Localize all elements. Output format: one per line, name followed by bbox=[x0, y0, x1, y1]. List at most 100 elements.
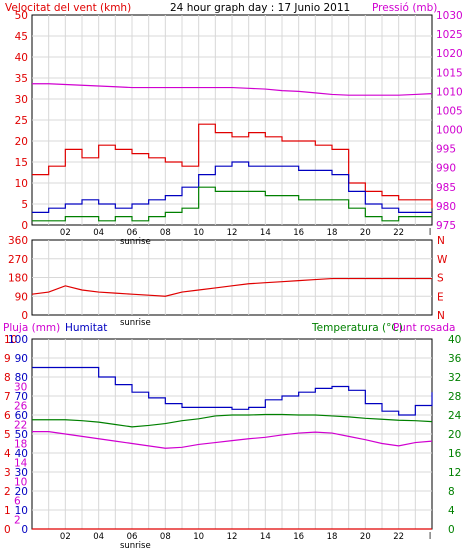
compass-tick: W bbox=[437, 254, 448, 266]
hour-tick: 12 bbox=[227, 532, 238, 542]
pressure-label: Pressió (mb) bbox=[372, 2, 437, 14]
humidity-tick: 40 bbox=[15, 448, 28, 460]
wind-avg-line bbox=[32, 161, 432, 213]
hour-tick: 06 bbox=[127, 532, 138, 542]
hour-tick: 08 bbox=[160, 228, 171, 238]
series-group bbox=[31, 83, 433, 530]
temp-right-tick: 0 bbox=[448, 524, 455, 536]
pressure-tick: 1030 bbox=[436, 10, 463, 22]
hour-tick: 18 bbox=[327, 532, 338, 542]
temp-right-tick: 28 bbox=[448, 391, 461, 403]
direction-tick: 180 bbox=[8, 273, 28, 285]
pressure-tick: 990 bbox=[436, 163, 456, 175]
direction-tick: 90 bbox=[15, 291, 28, 303]
wind-tick: 35 bbox=[15, 73, 28, 85]
hour-tick: 14 bbox=[260, 228, 271, 238]
compass-tick: N bbox=[437, 310, 445, 322]
direction-tick: 0 bbox=[21, 310, 28, 322]
rain-tick: 2 bbox=[4, 486, 11, 498]
direction-tick: 360 bbox=[8, 235, 28, 247]
hour-tick: 16 bbox=[293, 532, 304, 542]
hour-tick: 02 bbox=[60, 532, 71, 542]
temperature-line bbox=[32, 413, 433, 428]
humidity-tick: 50 bbox=[15, 429, 28, 441]
wind-tick: 45 bbox=[15, 31, 28, 43]
pressure-tick: 1025 bbox=[436, 29, 463, 41]
temp-right-tick: 36 bbox=[448, 353, 462, 365]
rain-tick: 9 bbox=[4, 353, 11, 365]
rain-tick: 0 bbox=[4, 524, 11, 536]
pressure-tick: 1020 bbox=[436, 48, 463, 60]
chart-title: 24 hour graph day : 17 Junio 2011 bbox=[170, 2, 350, 14]
humidity-tick: 10 bbox=[15, 505, 28, 517]
humidity-tick: 90 bbox=[15, 353, 28, 365]
rain-tick: 8 bbox=[4, 372, 11, 384]
hour-tick: 12 bbox=[227, 228, 238, 238]
wind-tick: 10 bbox=[15, 178, 28, 190]
compass-tick: E bbox=[437, 291, 444, 303]
hour-tick-end: l bbox=[429, 228, 431, 238]
pressure-tick: 995 bbox=[436, 144, 456, 156]
temp-left-tick: 22 bbox=[14, 420, 27, 432]
pressure-tick: 1015 bbox=[436, 67, 463, 79]
hour-tick: 04 bbox=[93, 228, 104, 238]
wind-tick: 20 bbox=[15, 136, 28, 148]
hour-tick: 08 bbox=[160, 532, 171, 542]
temp-left-tick: 18 bbox=[14, 439, 27, 451]
wind-speed-label: Velocitat del vent (kmh) bbox=[5, 2, 131, 14]
temp-left-tick: 2 bbox=[14, 515, 21, 527]
temp-right-tick: 16 bbox=[448, 448, 462, 460]
hour-tick: 04 bbox=[93, 532, 104, 542]
hour-tick: 20 bbox=[360, 532, 371, 542]
direction-tick: 270 bbox=[8, 254, 28, 266]
temperature-label: Temperatura (°C) bbox=[311, 322, 403, 334]
wind-tick: 0 bbox=[21, 220, 28, 232]
hour-tick: 10 bbox=[193, 532, 204, 542]
humidity-tick: 30 bbox=[15, 467, 28, 479]
rain-tick: 10 bbox=[4, 334, 17, 346]
hour-tick: 22 bbox=[393, 228, 404, 238]
grid-lines bbox=[32, 15, 432, 529]
wind-gust-line bbox=[32, 123, 433, 209]
wind-speed-line bbox=[32, 186, 432, 222]
temp-right-tick: 4 bbox=[448, 505, 455, 517]
temp-right-tick: 8 bbox=[448, 486, 455, 498]
hour-tick: 06 bbox=[127, 228, 138, 238]
sunrise-label: sunrise bbox=[120, 318, 151, 328]
hour-tick: 02 bbox=[60, 228, 71, 238]
humidity-label: Humitat bbox=[65, 322, 107, 334]
temp-left-tick: 10 bbox=[14, 477, 27, 489]
rain-label: Pluja (mm) bbox=[3, 322, 60, 334]
humidity-tick: 20 bbox=[15, 486, 28, 498]
dewpoint-line bbox=[32, 431, 433, 449]
humidity-tick: 70 bbox=[15, 391, 28, 403]
hour-tick: 22 bbox=[393, 532, 404, 542]
temp-right-tick: 32 bbox=[448, 372, 461, 384]
wind-tick: 5 bbox=[21, 199, 28, 211]
humidity-tick: 80 bbox=[15, 372, 28, 384]
compass-tick: S bbox=[437, 273, 444, 285]
pressure-tick: 975 bbox=[436, 220, 456, 232]
compass-tick: N bbox=[437, 235, 445, 247]
hour-tick: 14 bbox=[260, 532, 271, 542]
temp-right-tick: 40 bbox=[448, 334, 461, 346]
sunrise-label: sunrise bbox=[120, 541, 151, 551]
wind-tick: 50 bbox=[15, 10, 28, 22]
pressure-tick: 985 bbox=[436, 182, 456, 194]
tick-labels: 5045403530252015105010301025102010151010… bbox=[4, 10, 463, 551]
dewpoint-label: Punt rosada bbox=[393, 322, 455, 334]
pressure-tick: 1000 bbox=[436, 125, 463, 137]
temp-left-tick: 30 bbox=[14, 382, 27, 394]
rain-tick: 3 bbox=[4, 467, 11, 479]
temp-left-tick: 14 bbox=[14, 458, 28, 470]
wind-tick: 40 bbox=[15, 52, 28, 64]
rain-tick: 1 bbox=[4, 505, 11, 517]
temp-left-tick: 26 bbox=[14, 401, 28, 413]
hour-tick: 16 bbox=[293, 228, 304, 238]
pressure-line bbox=[32, 83, 433, 96]
hour-tick: 10 bbox=[193, 228, 204, 238]
rain-tick: 6 bbox=[4, 410, 11, 422]
pressure-tick: 1010 bbox=[436, 86, 463, 98]
temp-right-tick: 24 bbox=[448, 410, 462, 422]
